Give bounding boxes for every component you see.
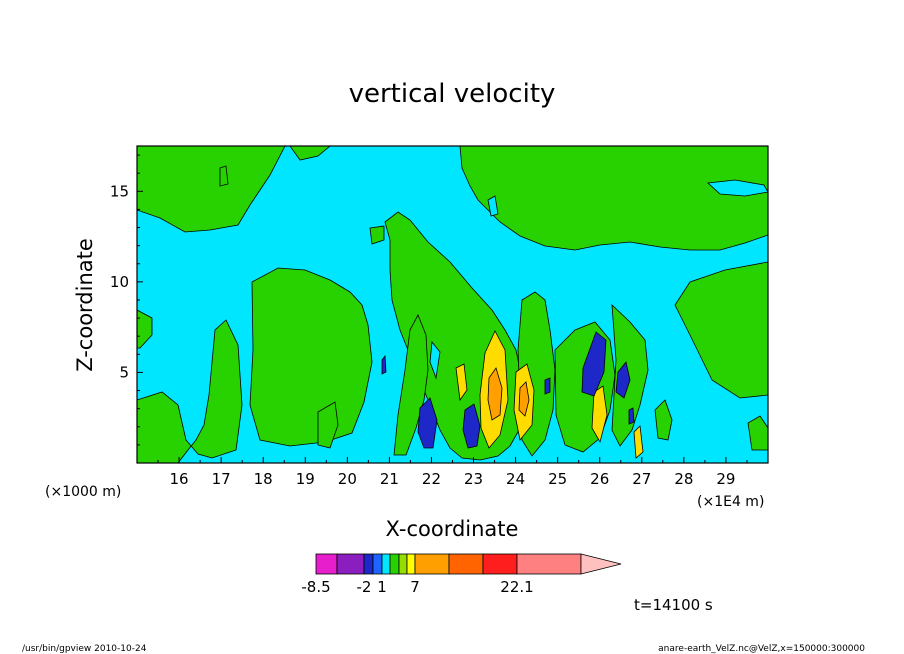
time-label: t=14100 s (634, 596, 713, 614)
colorbar-label: 22.1 (500, 578, 533, 596)
y-axis-title: Z-coordinate (73, 238, 97, 372)
contour-region (459, 146, 768, 251)
contour-region (137, 309, 153, 349)
contour-region (417, 397, 438, 449)
contour-region (544, 377, 551, 395)
x-tick-label: 23 (464, 470, 483, 488)
x-tick-label: 24 (506, 470, 525, 488)
x-tick-label: 27 (632, 470, 651, 488)
contour-region (137, 319, 243, 463)
colorbar-swatch (482, 553, 518, 575)
y-tick-label: 10 (110, 273, 129, 291)
contour-region (393, 314, 429, 456)
contour-region (611, 304, 649, 447)
colorbar-label: 7 (410, 578, 420, 596)
contour-region (487, 195, 499, 217)
x-tick-label: 25 (548, 470, 567, 488)
colorbar-swatch (363, 553, 374, 575)
colorbar-swatch (414, 553, 450, 575)
x-unit-left-label: (×1000 m) (45, 484, 121, 500)
contour-region (633, 425, 644, 459)
x-tick-label: 17 (212, 470, 231, 488)
contour-region (707, 179, 768, 197)
footer-left: /usr/bin/gpview 2010-10-24 (22, 644, 147, 654)
x-tick-label: 29 (716, 470, 735, 488)
x-tick-label: 21 (380, 470, 399, 488)
x-tick-label: 16 (170, 470, 189, 488)
colorbar-swatch (372, 553, 383, 575)
contour-region (429, 340, 441, 380)
chart-title: vertical velocity (349, 79, 556, 109)
x-tick-label: 20 (338, 470, 357, 488)
contour-region (615, 361, 631, 399)
y-axis: 5 10 15 (110, 154, 143, 446)
contour-regions-background-holes (429, 179, 768, 380)
contour-region (219, 165, 229, 187)
contour-regions-weak-down (381, 331, 635, 449)
contour-region (581, 331, 607, 397)
x-unit-right-label: (×1E4 m) (697, 494, 764, 510)
x-tick-label: 28 (674, 470, 693, 488)
colorbar-swatch (398, 553, 408, 575)
contour-regions-strong-up (487, 367, 530, 421)
colorbar-swatch (516, 553, 582, 575)
contour-region (249, 267, 373, 447)
colorbar-swatch (389, 553, 400, 575)
colorbar-extension (580, 553, 622, 575)
contour-region (381, 354, 387, 375)
colorbar-swatch (406, 553, 416, 575)
y-tick-label: 5 (119, 363, 129, 381)
colorbar-swatch (448, 553, 484, 575)
contour-region (137, 146, 286, 233)
contour-region (455, 363, 468, 402)
contour-region (462, 403, 481, 449)
x-tick-label: 26 (590, 470, 609, 488)
x-axis-title: X-coordinate (386, 517, 519, 541)
y-tick-label: 15 (110, 182, 129, 200)
contour-region (628, 407, 635, 425)
contour-region (487, 367, 503, 421)
contour-region (591, 385, 608, 444)
x-tick-label: 19 (296, 470, 315, 488)
contour-region (747, 415, 768, 451)
contour-region (289, 146, 331, 161)
contour-region (369, 225, 385, 245)
x-tick-label: 22 (422, 470, 441, 488)
plot-area (137, 146, 768, 463)
colorbar-swatch (336, 553, 365, 575)
x-tick-label: 18 (254, 470, 273, 488)
contour-region (654, 399, 673, 441)
colorbar-swatch (381, 553, 391, 575)
contour-region (317, 401, 339, 449)
x-axis: 16 17 18 19 20 21 22 23 24 25 26 27 28 29 (157, 457, 748, 488)
colorbar-label: 1 (377, 578, 387, 596)
contour-region (518, 381, 530, 417)
footer-right: anare-earth_VelZ.nc@VelZ,x=150000:300000 (658, 644, 865, 654)
colorbar-swatch (315, 553, 338, 575)
contour-region (674, 261, 768, 399)
colorbar: -8.5 -2 1 7 22.1 (301, 553, 622, 596)
colorbar-label: -2 (357, 578, 372, 596)
colorbar-label: -8.5 (301, 578, 330, 596)
